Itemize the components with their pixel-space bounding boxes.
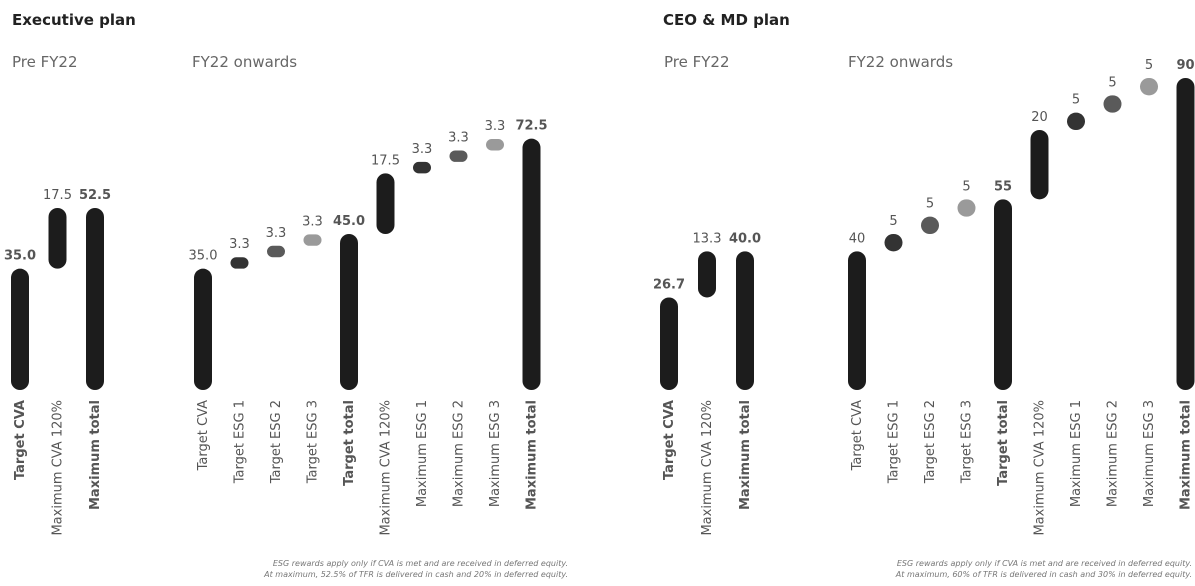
value-label: 26.7: [653, 277, 685, 292]
bar: [194, 268, 212, 390]
category-label: Maximum CVA 120%: [51, 400, 66, 536]
bar: [303, 234, 322, 246]
category-label: Target ESG 2: [269, 400, 284, 484]
category-label: Maximum ESG 3: [488, 400, 503, 507]
category-label: Maximum CVA 120%: [1033, 400, 1048, 536]
bar: [11, 268, 29, 390]
category-label: Target ESG 1: [233, 400, 248, 484]
category-label: Maximum ESG 1: [415, 400, 430, 507]
bar: [1103, 95, 1122, 113]
value-label: 5: [1145, 58, 1153, 73]
bar: [48, 208, 67, 269]
value-label: 52.5: [79, 188, 111, 203]
category-label: Target ESG 2: [923, 400, 938, 484]
value-label: 5: [1108, 75, 1116, 90]
value-label: 5: [962, 179, 970, 194]
category-label: Maximum ESG 2: [1106, 400, 1121, 507]
bar: [413, 161, 431, 174]
value-label: 55: [994, 179, 1012, 194]
bar: [736, 251, 754, 390]
category-label: Maximum total: [88, 400, 103, 510]
bar: [486, 139, 504, 151]
bar: [1030, 130, 1049, 200]
category-label: Maximum total: [738, 400, 753, 510]
footnote: ESG rewards apply only if CVA is met and…: [273, 559, 568, 568]
bar: [449, 150, 468, 162]
bar: [1067, 112, 1085, 130]
bar: [1140, 78, 1158, 96]
category-label: Target total: [996, 400, 1011, 486]
category-label: Target ESG 3: [306, 400, 321, 484]
category-label: Target CVA: [662, 400, 677, 480]
subtitle: Pre FY22: [664, 53, 730, 71]
value-label: 3.3: [302, 214, 323, 229]
category-label: Target ESG 3: [960, 400, 975, 484]
bar: [698, 251, 716, 298]
value-label: 35.0: [4, 249, 36, 264]
bar: [376, 173, 395, 234]
value-label: 5: [889, 214, 897, 229]
footnote: ESG rewards apply only if CVA is met and…: [897, 559, 1192, 568]
bar: [848, 251, 866, 390]
bar: [340, 234, 358, 390]
value-label: 17.5: [371, 153, 400, 168]
value-label: 3.3: [412, 142, 433, 157]
category-label: Target CVA: [196, 400, 211, 471]
subtitle: Pre FY22: [12, 53, 78, 71]
bar: [86, 208, 104, 390]
category-label: Target total: [342, 400, 357, 486]
category-label: Target CVA: [13, 400, 28, 480]
category-label: Maximum total: [525, 400, 540, 510]
bar: [230, 257, 249, 269]
bar: [522, 138, 541, 390]
bar: [660, 297, 678, 390]
bar: [921, 216, 939, 234]
category-label: Maximum CVA 120%: [700, 400, 715, 536]
category-label: Target ESG 1: [887, 400, 902, 484]
category-label: Maximum ESG 3: [1142, 400, 1157, 507]
footnote: At maximum, 52.5% of TFR is delivered in…: [263, 570, 568, 579]
value-label: 17.5: [43, 188, 72, 203]
bar: [957, 199, 976, 217]
subtitle: FY22 onwards: [192, 53, 297, 71]
subtitle: FY22 onwards: [848, 53, 953, 71]
category-label: Maximum total: [1179, 400, 1194, 510]
value-label: 40.0: [729, 231, 761, 246]
value-label: 40: [849, 231, 866, 246]
section-title: Executive plan: [12, 11, 136, 29]
value-label: 3.3: [229, 237, 250, 252]
bar: [994, 199, 1012, 390]
section-title: CEO & MD plan: [663, 11, 790, 29]
value-label: 45.0: [333, 214, 365, 229]
bar: [267, 245, 285, 258]
value-label: 3.3: [448, 130, 469, 145]
value-label: 20: [1031, 110, 1048, 125]
value-label: 90: [1176, 58, 1194, 73]
footnote: At maximum, 60% of TFR is delivered in c…: [895, 570, 1192, 579]
category-label: Maximum CVA 120%: [379, 400, 394, 536]
category-label: Maximum ESG 1: [1069, 400, 1084, 507]
value-label: 3.3: [485, 119, 506, 134]
value-label: 3.3: [266, 226, 287, 241]
value-label: 35.0: [189, 249, 218, 264]
value-label: 13.3: [693, 231, 722, 246]
bar: [1176, 78, 1195, 390]
category-label: Target CVA: [850, 400, 865, 471]
value-label: 5: [1072, 93, 1080, 108]
bar: [884, 234, 903, 252]
category-label: Maximum ESG 2: [452, 400, 467, 507]
value-label: 5: [926, 197, 934, 212]
value-label: 72.5: [515, 119, 547, 134]
